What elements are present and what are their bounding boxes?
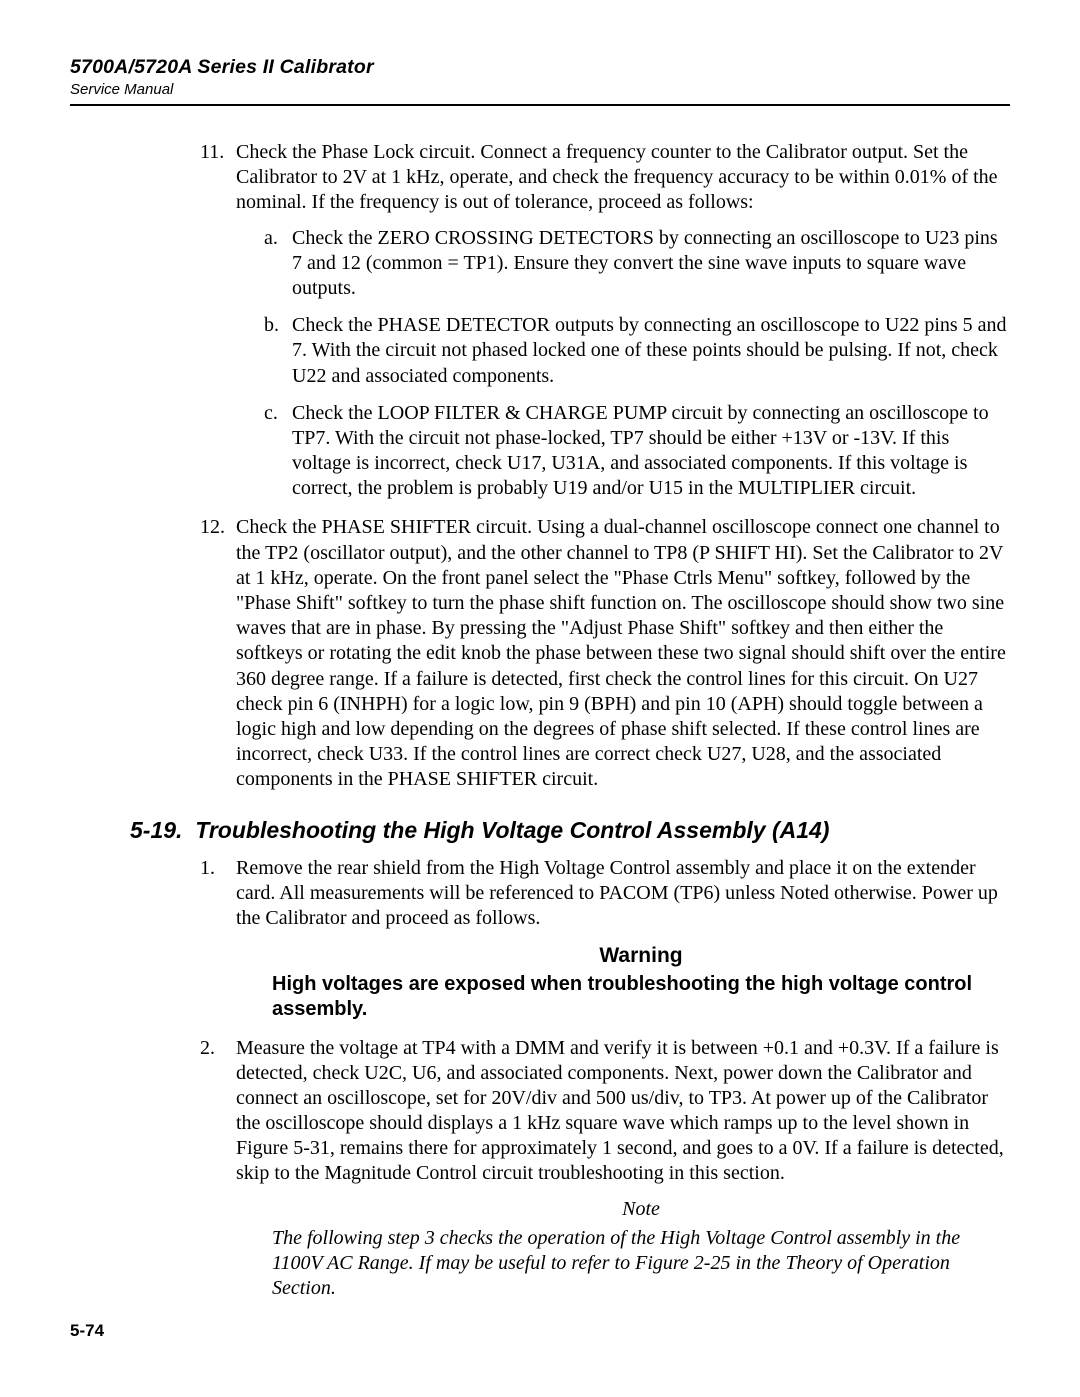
substeps-11: a. Check the ZERO CROSSING DETECTORS by … [264,226,1010,502]
section-title: Troubleshooting the High Voltage Control… [195,817,829,843]
step-12: 12. Check the PHASE SHIFTER circuit. Usi… [200,515,1010,792]
content-area-2: 1. Remove the rear shield from the High … [200,856,1010,1302]
step-text: Check the PHASE SHIFTER circuit. Using a… [236,516,1006,790]
substep-letter: a. [264,226,278,251]
section-heading-5-19: 5-19. Troubleshooting the High Voltage C… [130,817,1010,844]
substep-text: Check the LOOP FILTER & CHARGE PUMP circ… [292,402,989,500]
procedure-steps-first: 11. Check the Phase Lock circuit. Connec… [200,140,1010,793]
content-area: 11. Check the Phase Lock circuit. Connec… [200,140,1010,793]
header-product-line: 5700A/5720A Series II Calibrator [70,56,1010,79]
step-1: 1. Remove the rear shield from the High … [200,856,1010,1022]
page-number: 5-74 [70,1321,104,1341]
step-11: 11. Check the Phase Lock circuit. Connec… [200,140,1010,501]
step-number: 11. [200,140,224,165]
page: 5700A/5720A Series II Calibrator Service… [0,0,1080,1397]
section-number: 5-19. [130,817,182,843]
step-2: 2. Measure the voltage at TP4 with a DMM… [200,1036,1010,1302]
note-title: Note [272,1197,1010,1222]
substep-letter: c. [264,401,278,426]
warning-title: Warning [272,943,1010,969]
step-number: 12. [200,515,225,540]
step-text: Measure the voltage at TP4 with a DMM an… [236,1037,1004,1185]
substep-letter: b. [264,313,279,338]
page-header: 5700A/5720A Series II Calibrator Service… [70,56,1010,98]
substep-11b: b. Check the PHASE DETECTOR outputs by c… [264,313,1010,389]
substep-11c: c. Check the LOOP FILTER & CHARGE PUMP c… [264,401,1010,502]
procedure-steps-second: 1. Remove the rear shield from the High … [200,856,1010,1302]
header-rule [70,104,1010,106]
step-number: 2. [200,1036,215,1061]
note-body: The following step 3 checks the operatio… [272,1226,1010,1302]
substep-text: Check the ZERO CROSSING DETECTORS by con… [292,227,998,299]
substep-11a: a. Check the ZERO CROSSING DETECTORS by … [264,226,1010,302]
step-text: Remove the rear shield from the High Vol… [236,857,998,929]
step-text: Check the Phase Lock circuit. Connect a … [236,141,998,213]
substep-text: Check the PHASE DETECTOR outputs by conn… [292,314,1007,386]
warning-body: High voltages are exposed when troublesh… [272,972,1010,1022]
step-number: 1. [200,856,215,881]
header-doc-type: Service Manual [70,81,1010,98]
